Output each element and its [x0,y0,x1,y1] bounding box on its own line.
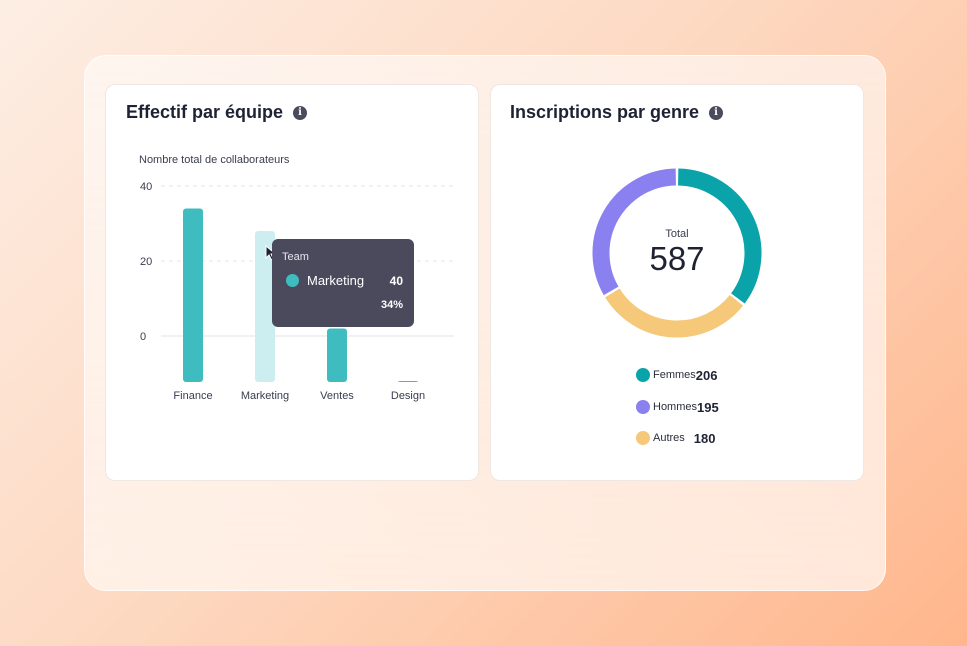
x-tick-label: Marketing [241,390,289,402]
legend-item-femmes[interactable]: Femmes 206 [636,367,717,383]
x-tick-label: Finance [173,390,212,402]
legend-color-dot [636,400,650,414]
x-tick-label: Ventes [320,390,354,402]
donut-total-value: 587 [649,240,705,277]
legend-color-dot [636,431,650,445]
gender-registrations-card: Inscriptions par genre i Total 587 Femme… [490,84,864,481]
gender-registrations-title: Inscriptions par genre [510,102,700,122]
legend-value: 206 [695,367,718,383]
tooltip-value: 40 [389,274,403,288]
legend-value: 195 [697,399,719,415]
donut-slice-femmes[interactable] [677,168,762,304]
tooltip-series-name: Marketing [307,273,365,288]
y-tick-label: 20 [140,256,152,268]
bar-ventes[interactable] [327,328,347,383]
bar-marketing[interactable] [255,231,275,382]
legend-value: 180 [693,430,716,446]
donut-slice-autres[interactable] [605,288,744,338]
y-tick-label: 40 [140,181,152,193]
legend-item-autres[interactable]: Autres 180 [636,430,716,446]
bar-finance[interactable] [183,208,203,383]
card-title: Inscriptions par genre i [510,102,724,123]
legend-color-dot [636,368,650,382]
info-icon[interactable]: i [293,105,308,120]
legend-label: Femmes [653,369,696,381]
tooltip-percent: 34% [380,299,403,311]
x-tick-label: Design [391,390,425,402]
tooltip-header: Team [282,251,309,263]
legend-item-hommes[interactable]: Hommes 195 [636,399,719,415]
donut-slice-hommes[interactable] [592,168,677,296]
info-icon[interactable]: i [709,105,724,120]
tooltip-color-dot [286,274,299,287]
donut-total-label: Total [665,228,689,240]
chart-tooltip: Team Marketing 40 34% [272,239,414,327]
card-title: Effectif par équipe i [126,102,308,123]
y-axis-title: Nombre total de collaborateurs [139,154,290,166]
donut-chart [592,168,762,338]
bar-design[interactable] [398,381,418,382]
team-headcount-title: Effectif par équipe [126,102,284,122]
team-headcount-card: Effectif par équipe i Nombre total de co… [105,84,479,481]
legend-label: Hommes [653,401,698,413]
legend-label: Autres [653,432,685,444]
y-tick-label: 0 [140,331,146,343]
